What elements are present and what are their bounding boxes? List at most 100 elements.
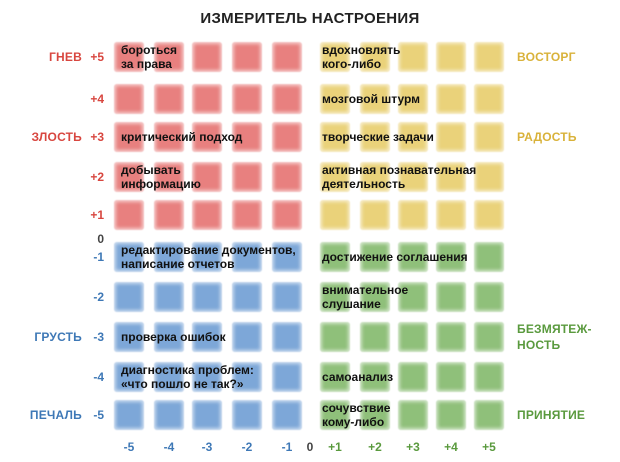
red-cell [192,200,222,230]
red-cell [154,122,184,152]
x-tick-label: +1 [328,440,342,454]
blue-cell [192,242,222,272]
y-tick-label: -5 [93,408,104,422]
yellow-cell [436,200,466,230]
x-tick-label: -5 [123,440,135,454]
y-tick-label: +5 [90,50,104,64]
yellow-cell [436,84,466,114]
y-tick-label: +2 [90,170,104,184]
x-tick-label: -4 [163,440,175,454]
right-emotion-label: ПРИНЯТИЕ [517,408,586,422]
yellow-cell [360,122,390,152]
left-emotion-label: ГРУСТЬ [34,330,82,344]
blue-cell [192,400,222,430]
yellow-cell [320,84,350,114]
yellow-cell [436,42,466,72]
yellow-cell [360,84,390,114]
red-cell [272,162,302,192]
yellow-cell [360,42,390,72]
blue-cell [114,282,144,312]
yellow-cell [474,162,504,192]
green-cell [436,282,466,312]
yellow-cell [320,200,350,230]
red-cell [272,84,302,114]
left-activity-label: диагностика проблем: «что пошло не так?» [121,363,254,391]
blue-cell [232,362,262,392]
x-tick-label: -1 [281,440,293,454]
red-cell [114,200,144,230]
blue-cell [154,282,184,312]
x-tick-label: -2 [241,440,253,454]
red-cell [192,42,222,72]
yellow-cell [398,42,428,72]
blue-cell [154,242,184,272]
left-activity-label: добывать информацию [121,163,201,191]
yellow-cell [436,162,466,192]
left-emotion-label: ЗЛОСТЬ [31,130,82,144]
red-cell [154,200,184,230]
yellow-cell [360,200,390,230]
green-cell [320,242,350,272]
green-cell [474,322,504,352]
green-cell [360,282,390,312]
right-activity-label: творческие задачи [322,130,434,144]
green-cell [436,242,466,272]
right-activity-label: самоанализ [322,370,394,384]
green-cell [320,282,350,312]
yellow-cell [474,42,504,72]
left-emotion-label: ГНЕВ [49,50,82,64]
red-cell [232,162,262,192]
red-cell [192,84,222,114]
x-tick-zero: 0 [306,440,314,454]
green-cell [398,242,428,272]
y-tick-label: -3 [93,330,104,344]
blue-cell [114,362,144,392]
red-cell [232,84,262,114]
diagram-title: ИЗМЕРИТЕЛЬ НАСТРОЕНИЯ [200,10,420,27]
red-cell [114,84,144,114]
green-cell [320,362,350,392]
right-activity-label: мозговой штурм [322,92,421,106]
red-cell [114,42,144,72]
right-activity-label: активная познавательная деятельность [322,163,477,191]
right-emotion-label: РАДОСТЬ [517,130,577,144]
blue-cell [272,400,302,430]
blue-cell [232,322,262,352]
y-tick-label: +4 [90,92,104,106]
blue-cell [272,282,302,312]
right-activity-label: достижение соглашения [322,250,468,264]
left-activity-label: редактирование документов, написание отч… [121,243,296,271]
yellow-cell [320,42,350,72]
red-cell [232,42,262,72]
right-activity-label: вдохновлять кого-либо [322,43,401,71]
y-tick-zero: 0 [97,232,104,246]
yellow-cell [320,162,350,192]
blue-cell [272,242,302,272]
y-tick-label: +1 [90,208,104,222]
green-cell [360,400,390,430]
x-tick-label: +2 [368,440,382,454]
red-cell [114,122,144,152]
green-cell [398,400,428,430]
red-cell [272,122,302,152]
blue-cell [272,362,302,392]
red-cell [192,162,222,192]
green-cell [320,322,350,352]
y-tick-label: +3 [90,130,104,144]
red-cell [114,162,144,192]
green-cell [474,242,504,272]
yellow-cell [398,122,428,152]
green-cell [360,242,390,272]
yellow-cell [398,84,428,114]
red-cell [232,200,262,230]
red-cell [154,42,184,72]
green-cell [474,282,504,312]
green-cell [436,400,466,430]
yellow-cell [436,122,466,152]
red-cell [232,122,262,152]
blue-cell [232,282,262,312]
green-cell [398,362,428,392]
blue-cell [154,322,184,352]
green-cell [398,322,428,352]
